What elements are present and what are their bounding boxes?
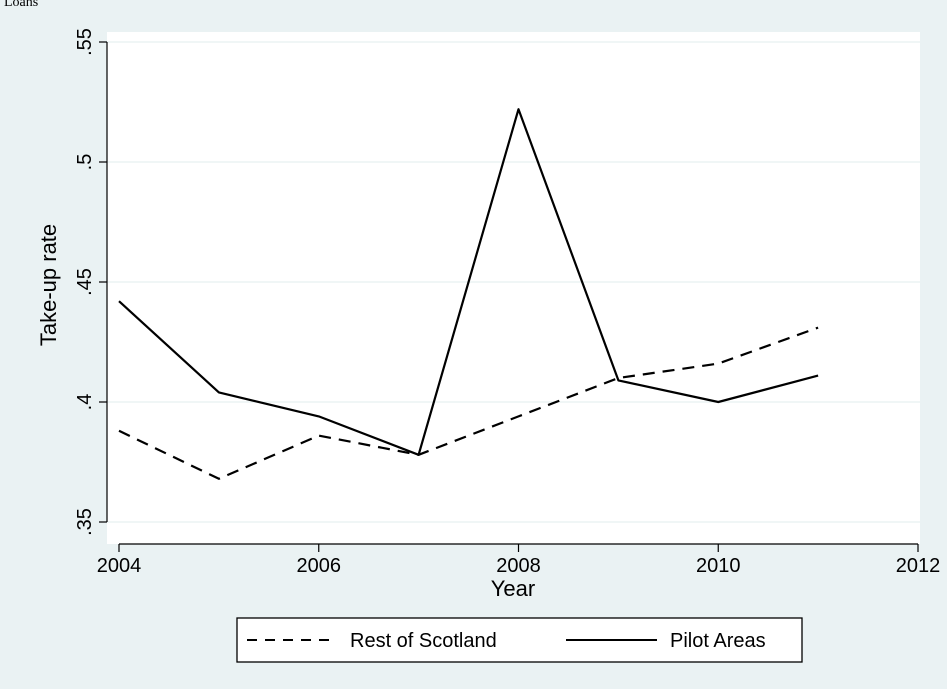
x-tick-label: 2008: [496, 555, 541, 577]
legend-label-pilot-areas: Pilot Areas: [670, 630, 766, 652]
y-axis-title: Take-up rate: [36, 224, 61, 346]
y-tick-label: .4: [74, 394, 96, 411]
legend: Rest of Scotland Pilot Areas: [237, 618, 802, 662]
y-axis: .35 .4 .45 .5 .55: [74, 28, 107, 536]
x-axis-title: Year: [491, 576, 535, 601]
y-tick-label: .5: [74, 154, 96, 171]
x-tick-label: 2006: [297, 555, 342, 577]
y-tick-label: .45: [74, 268, 96, 296]
y-tick-label: .35: [74, 508, 96, 536]
x-tick-label: 2012: [896, 555, 941, 577]
x-axis: 2004 2006 2008 2010 2012: [97, 544, 941, 577]
plot-area: [107, 32, 920, 544]
x-tick-label: 2010: [696, 555, 741, 577]
header-text: Loans: [4, 0, 38, 10]
y-tick-label: .55: [74, 28, 96, 56]
legend-label-rest-of-scotland: Rest of Scotland: [350, 630, 497, 652]
x-tick-label: 2004: [97, 555, 142, 577]
